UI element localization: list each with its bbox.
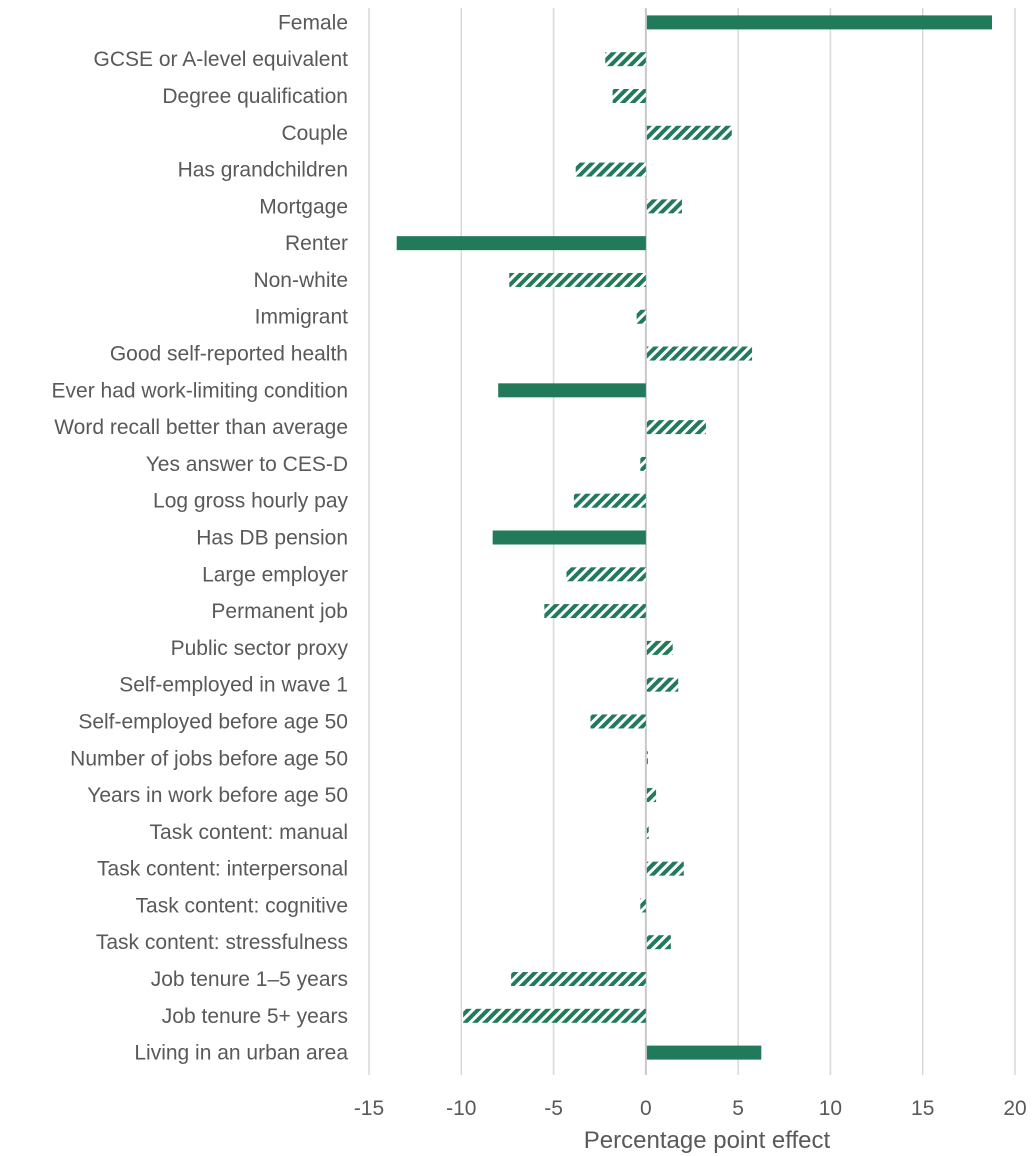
bar — [511, 972, 646, 987]
bar — [646, 1045, 762, 1060]
category-label: Permanent job — [211, 600, 348, 623]
bar — [646, 15, 993, 30]
category-label: Couple — [281, 122, 348, 145]
bar — [498, 383, 646, 398]
category-label: Renter — [285, 232, 348, 255]
category-label: Immigrant — [255, 306, 349, 329]
category-label: Large employer — [202, 563, 348, 586]
x-tick-label: -15 — [354, 1097, 384, 1120]
category-label: Job tenure 1–5 years — [151, 968, 348, 991]
category-label: Years in work before age 50 — [87, 784, 348, 807]
bar — [590, 714, 646, 729]
category-label: Number of jobs before age 50 — [70, 747, 348, 770]
bar — [646, 346, 753, 361]
bar — [575, 162, 646, 177]
bar — [566, 567, 646, 582]
bar — [463, 1008, 646, 1023]
category-label: Task content: cognitive — [136, 894, 348, 917]
category-label: GCSE or A-level equivalent — [94, 48, 349, 71]
bar — [492, 530, 646, 545]
category-label: Self-employed in wave 1 — [119, 674, 348, 697]
category-label: Degree qualification — [162, 85, 348, 108]
bar — [646, 824, 649, 839]
bar — [509, 272, 646, 287]
category-label: Non-white — [253, 269, 348, 292]
category-labels: Female GCSE or A-level equivalent Degree q… — [52, 11, 349, 1064]
bar — [646, 677, 679, 692]
x-axis-title: Percentage point effect — [584, 1127, 831, 1154]
bar — [646, 788, 657, 803]
category-label: Living in an urban area — [134, 1042, 348, 1065]
x-tick-label: 10 — [819, 1097, 842, 1120]
category-label: Task content: stressfulness — [96, 931, 348, 954]
bar — [646, 420, 706, 435]
category-label: Good self-reported health — [110, 343, 348, 366]
bar — [646, 935, 671, 950]
bar — [573, 493, 646, 508]
category-label: Self-employed before age 50 — [78, 710, 348, 733]
bar — [646, 640, 673, 655]
x-tick-label: -5 — [544, 1097, 563, 1120]
bar — [640, 456, 646, 471]
bar — [646, 751, 648, 766]
bar — [646, 861, 684, 876]
bar — [612, 88, 646, 103]
category-label: Word recall better than average — [54, 416, 348, 439]
category-label: Female — [278, 11, 348, 34]
bar — [544, 604, 646, 619]
category-label: Log gross hourly pay — [153, 490, 348, 513]
category-label: Mortgage — [259, 195, 348, 218]
gridlines — [368, 8, 1016, 1075]
x-tick-label: 15 — [911, 1097, 934, 1120]
x-tick-label: 5 — [732, 1097, 744, 1120]
bars — [396, 15, 993, 1060]
bar — [396, 236, 646, 251]
x-tick-labels: -15 -10 -5 0 5 10 15 20 — [354, 1097, 1027, 1120]
category-label: Yes answer to CES-D — [146, 453, 348, 476]
bar — [636, 309, 646, 324]
bar — [646, 125, 732, 140]
x-tick-label: 20 — [1003, 1097, 1026, 1120]
category-label: Has DB pension — [196, 527, 348, 550]
x-tick-label: -10 — [446, 1097, 476, 1120]
category-label: Has grandchildren — [178, 159, 348, 182]
category-label: Job tenure 5+ years — [162, 1005, 348, 1028]
bar — [646, 199, 682, 214]
category-label: Public sector proxy — [171, 637, 349, 660]
category-label: Task content: interpersonal — [97, 858, 348, 881]
bar — [640, 898, 646, 913]
category-label: Ever had work-limiting condition — [52, 379, 348, 402]
x-tick-label: 0 — [640, 1097, 652, 1120]
category-label: Task content: manual — [150, 821, 348, 844]
bar — [605, 52, 646, 67]
